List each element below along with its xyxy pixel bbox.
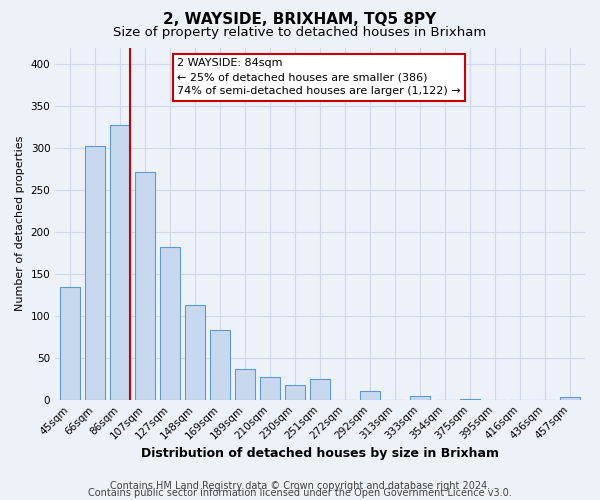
Bar	[235, 368, 256, 400]
Bar	[210, 330, 230, 400]
Bar	[85, 146, 106, 400]
Bar	[360, 392, 380, 400]
Text: 2, WAYSIDE, BRIXHAM, TQ5 8PY: 2, WAYSIDE, BRIXHAM, TQ5 8PY	[163, 12, 437, 28]
Bar	[185, 305, 205, 400]
Text: Size of property relative to detached houses in Brixham: Size of property relative to detached ho…	[113, 26, 487, 39]
Bar	[285, 386, 305, 400]
Bar	[135, 172, 155, 400]
Bar	[160, 247, 181, 400]
Text: Contains public sector information licensed under the Open Government Licence v3: Contains public sector information licen…	[88, 488, 512, 498]
Bar	[560, 397, 580, 400]
Text: 2 WAYSIDE: 84sqm
← 25% of detached houses are smaller (386)
74% of semi-detached: 2 WAYSIDE: 84sqm ← 25% of detached house…	[177, 58, 461, 96]
Bar	[60, 286, 80, 400]
Bar	[310, 379, 331, 400]
Bar	[460, 399, 480, 400]
X-axis label: Distribution of detached houses by size in Brixham: Distribution of detached houses by size …	[141, 447, 499, 460]
Bar	[110, 126, 130, 400]
Bar	[410, 396, 430, 400]
Y-axis label: Number of detached properties: Number of detached properties	[15, 136, 25, 312]
Bar	[260, 377, 280, 400]
Text: Contains HM Land Registry data © Crown copyright and database right 2024.: Contains HM Land Registry data © Crown c…	[110, 481, 490, 491]
